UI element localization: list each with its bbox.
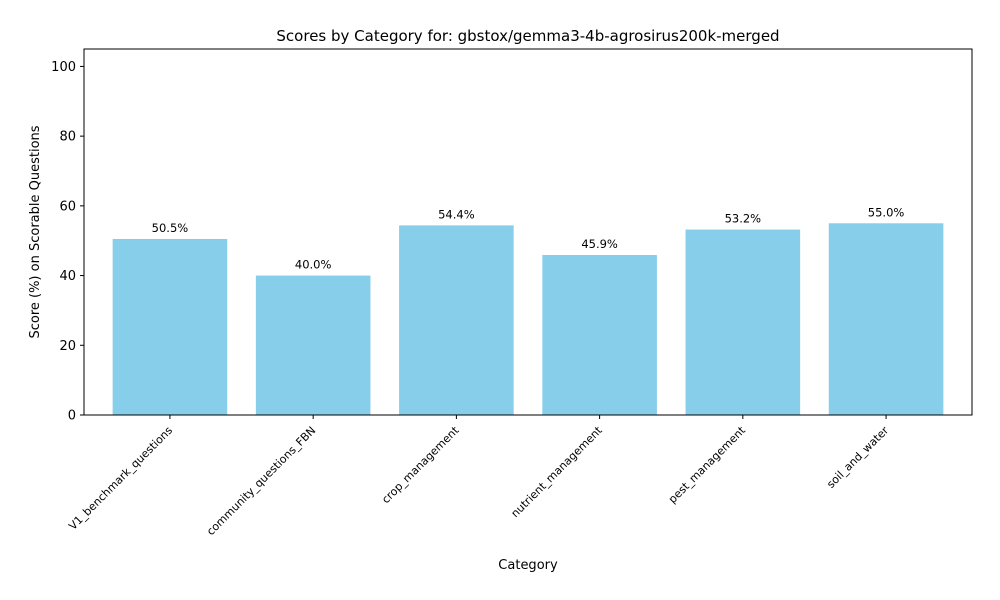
x-tick-label: crop_management bbox=[379, 423, 462, 506]
y-tick-label: 100 bbox=[51, 60, 76, 75]
bar-soil-and-water bbox=[828, 223, 944, 415]
y-axis-label: Score (%) on Scorable Questions bbox=[28, 125, 43, 338]
x-axis: V1_benchmark_questions community_question… bbox=[66, 415, 892, 538]
data-labels-group: 50.5% 40.0% 54.4% 45.9% 53.2% 55.0% bbox=[152, 205, 905, 271]
bar-pest-management bbox=[685, 229, 801, 415]
x-tick-label: community_questions_FBN bbox=[204, 424, 318, 538]
chart-title: Scores by Category for: gbstox/gemma3-4b… bbox=[276, 27, 779, 45]
bar-v1-benchmark-questions bbox=[112, 238, 228, 415]
data-label: 55.0% bbox=[868, 205, 905, 219]
data-label: 50.5% bbox=[152, 221, 189, 235]
bar-community-questions-fbn bbox=[255, 275, 371, 415]
x-tick-label: pest_management bbox=[666, 423, 748, 505]
y-tick-label: 0 bbox=[68, 409, 76, 424]
data-label: 53.2% bbox=[725, 212, 762, 226]
y-tick-label: 60 bbox=[59, 199, 76, 214]
bar-crop-management bbox=[399, 225, 514, 415]
x-axis-label: Category bbox=[498, 558, 558, 573]
y-axis: 0 20 40 60 80 100 bbox=[51, 60, 84, 424]
y-tick-label: 40 bbox=[59, 269, 76, 284]
x-tick-label: nutrient_management bbox=[509, 423, 606, 520]
bars-group bbox=[112, 223, 944, 415]
bar-nutrient-management bbox=[542, 255, 657, 415]
data-label: 54.4% bbox=[438, 207, 475, 221]
y-tick-label: 20 bbox=[59, 339, 76, 354]
y-tick-label: 80 bbox=[59, 130, 76, 145]
plot-frame bbox=[83, 48, 973, 416]
data-label: 45.9% bbox=[581, 237, 618, 251]
x-tick-label: V1_benchmark_questions bbox=[66, 424, 175, 533]
x-tick-label: soil_and_water bbox=[824, 424, 891, 491]
data-label: 40.0% bbox=[295, 258, 332, 272]
